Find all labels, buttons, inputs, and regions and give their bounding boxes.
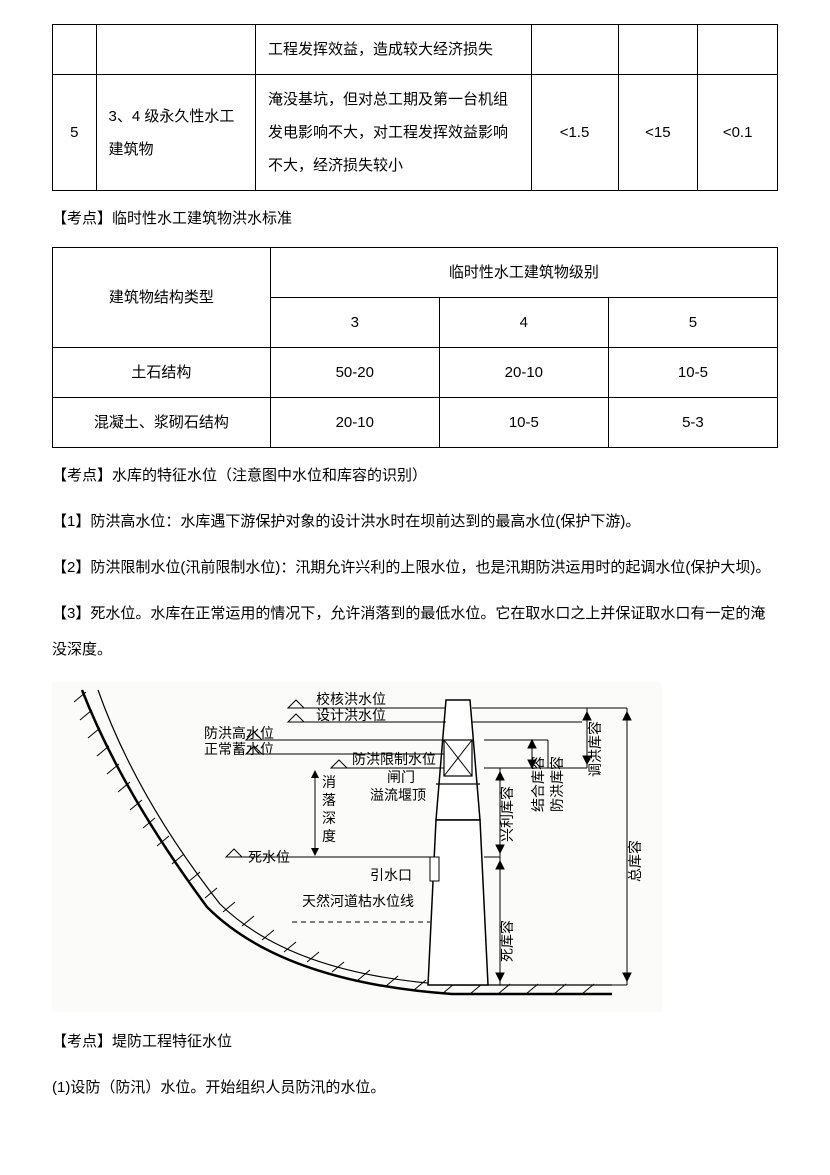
table-row: 工程发挥效益，造成较大经济损失 <box>53 25 778 75</box>
cell: 20-10 <box>439 348 608 398</box>
label-check-flood: 校核洪水位 <box>316 691 386 707</box>
cell: 20-10 <box>270 398 439 448</box>
cell <box>618 25 698 75</box>
cell: 10-5 <box>439 398 608 448</box>
row-label: 混凝土、浆砌石结构 <box>53 398 271 448</box>
label-design-flood: 设计洪水位 <box>316 707 386 723</box>
cell: 5 <box>53 75 97 191</box>
label-flood-high: 防洪高水位 <box>204 725 274 741</box>
heading-temp-building-standard: 【考点】临时性水工建筑物洪水标准 <box>52 201 778 237</box>
label-combined-cap: 结合库容 <box>530 756 546 812</box>
table-temp-building-flood-standard: 建筑物结构类型 临时性水工建筑物级别 3 4 5 土石结构 50-20 20-1… <box>52 247 778 448</box>
cell: <1.5 <box>531 75 618 191</box>
cell: 3、4 级永久性水工建筑物 <box>96 75 256 191</box>
cell: 工程发挥效益，造成较大经济损失 <box>256 25 532 75</box>
label-flood-limit: 防洪限制水位 <box>352 751 436 767</box>
cell <box>96 25 256 75</box>
cell: 50-20 <box>270 348 439 398</box>
table-row: 5 3、4 级永久性水工建筑物 淹没基坑，但对总工期及第一台机组发电影响不大，对… <box>53 75 778 191</box>
bullet-1: 【1】防洪高水位：水库遇下游保护对象的设计洪水时在坝前达到的最高水位(保护下游)… <box>52 504 778 540</box>
label-total-cap: 总库容 <box>627 840 643 882</box>
svg-text:度: 度 <box>322 828 336 844</box>
cell <box>531 25 618 75</box>
row-header: 建筑物结构类型 <box>53 248 271 348</box>
cell: 5-3 <box>608 398 777 448</box>
bullet-embankment-1: (1)设防（防汛）水位。开始组织人员防汛的水位。 <box>52 1070 778 1106</box>
cell: <15 <box>618 75 698 191</box>
table-permanent-buildings: 工程发挥效益，造成较大经济损失 5 3、4 级永久性水工建筑物 淹没基坑，但对总… <box>52 24 778 191</box>
label-benefit-cap: 兴利库容 <box>499 786 515 842</box>
label-normal-storage: 正常蓄水位 <box>204 741 274 757</box>
table-row: 混凝土、浆砌石结构 20-10 10-5 5-3 <box>53 398 778 448</box>
svg-text:消: 消 <box>322 774 336 790</box>
label-gate: 闸门 <box>387 769 415 785</box>
heading-embankment-levels: 【考点】堤防工程特征水位 <box>52 1024 778 1060</box>
label-flood-regulate-cap: 调洪库容 <box>587 721 603 777</box>
heading-reservoir-levels: 【考点】水库的特征水位（注意图中水位和库容的识别） <box>52 458 778 494</box>
label-flood-control-cap: 防洪库容 <box>549 756 565 812</box>
level-header: 3 <box>270 298 439 348</box>
cell: <0.1 <box>698 75 778 191</box>
label-intake: 引水口 <box>370 867 412 883</box>
level-header: 4 <box>439 298 608 348</box>
label-dead-level: 死水位 <box>248 849 290 865</box>
bullet-3: 【3】死水位。水库在正常运用的情况下，允许消落到的最低水位。它在取水口之上并保证… <box>52 596 778 668</box>
bullet-2: 【2】防洪限制水位(汛前限制水位)：汛期允许兴利的上限水位，也是汛期防洪运用时的… <box>52 550 778 586</box>
cell: 10-5 <box>608 348 777 398</box>
svg-text:深: 深 <box>322 810 336 826</box>
label-spillway-crest: 溢流堰顶 <box>370 787 426 803</box>
header-span: 临时性水工建筑物级别 <box>270 248 777 298</box>
label-dead-cap: 死库容 <box>499 920 515 962</box>
row-label: 土石结构 <box>53 348 271 398</box>
reservoir-diagram: 校核洪水位 设计洪水位 防洪高水位 正常蓄水位 防洪限制水位 闸门 溢流堰顶 死… <box>52 682 778 1012</box>
cell: 淹没基坑，但对总工期及第一台机组发电影响不大，对工程发挥效益影响不大，经济损失较… <box>256 75 532 191</box>
label-natural-low: 天然河道枯水位线 <box>302 893 414 909</box>
svg-text:落: 落 <box>322 792 336 808</box>
cell <box>698 25 778 75</box>
table-row: 建筑物结构类型 临时性水工建筑物级别 <box>53 248 778 298</box>
level-header: 5 <box>608 298 777 348</box>
cell <box>53 25 97 75</box>
table-row: 土石结构 50-20 20-10 10-5 <box>53 348 778 398</box>
